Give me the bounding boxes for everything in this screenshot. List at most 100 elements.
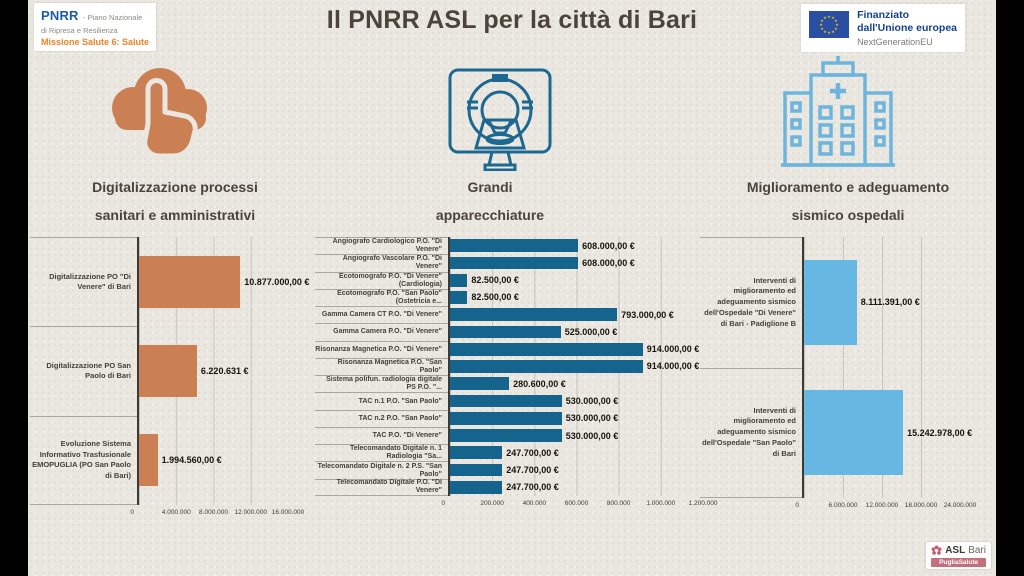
asl-logo-line: ASL Bari: [931, 545, 986, 556]
axis-tick: 600.000: [564, 500, 589, 507]
plot-area: 793.000,00 €: [448, 306, 703, 324]
chart-row: TAC P.O. "Di Venere" 530.000,00 €: [315, 426, 703, 445]
axis-tick: 12.000.000: [234, 509, 268, 516]
value-label: 525.000,00 €: [564, 326, 618, 337]
value-label: 82.500,00 €: [471, 275, 519, 286]
chart-row: Telecomandato Digitale P.O. "Di Venere" 2…: [315, 478, 703, 496]
axis-tick: 0: [441, 500, 445, 507]
pnrr-logo-subtitle2: di Ripresa e Resilienza: [41, 26, 118, 35]
axis-tick: 16.000.000: [271, 509, 305, 516]
chart-row: Gamma Camera CT P.O. "Di Venere" 793.000,…: [315, 306, 703, 324]
chart-row: Ecotomografo P.O. "Di Venere" (Cardiolog…: [315, 271, 703, 289]
chart-row: Interventi di miglioramento ed adeguamen…: [700, 237, 960, 368]
chart-adeguamento-sismico: Interventi di miglioramento ed adeguamen…: [700, 237, 976, 514]
caption-line: Digitalizzazione processi: [92, 179, 258, 195]
axis-tick: 1.200.000: [688, 500, 718, 507]
axis-tick: 0: [795, 502, 799, 509]
category-label: Digitalizzazione PO "Di Venere" di Bari: [30, 237, 137, 326]
value-label: 530.000,00 €: [565, 396, 619, 407]
value-label: 8.111.391,00 €: [860, 297, 920, 308]
value-label: 247.700,00 €: [506, 482, 559, 493]
axis-tick: 18.000.000: [904, 502, 938, 509]
bar: [450, 325, 561, 339]
chart-row: Interventi di miglioramento ed adeguamen…: [700, 367, 972, 498]
chart-row: Gamma Camera P.O. "Di Venere" 525.000,00 …: [315, 323, 703, 341]
axis-tick: 0: [130, 509, 134, 516]
svg-text:★: ★: [820, 18, 824, 23]
plot-area: 247.700,00 €: [448, 461, 703, 479]
category-label: Angiografo Vascolare P.O. "Di Venere": [315, 254, 448, 271]
category-label: Interventi di miglioramento ed adeguamen…: [700, 237, 802, 368]
category-label: Angiografo Cardiologico P.O. "Di Venere": [315, 237, 448, 254]
chart-row: Ecotomografo P.O. "San Paolo" (Ostetrici…: [315, 288, 703, 307]
category-label: Telecomandato Digitale n. 1 Radiologia "…: [315, 444, 448, 461]
eu-funding-line3: NextGenerationEU: [857, 37, 933, 48]
bar: [139, 434, 158, 487]
page-title: Il PNRR ASL per la città di Bari: [326, 6, 698, 34]
svg-text:★: ★: [834, 26, 838, 31]
pnrr-mission-label: Missione Salute 6: Salute: [41, 37, 150, 47]
eu-funding-line1: Finanziato: [857, 9, 909, 21]
value-label: 530.000,00 €: [565, 430, 619, 441]
eu-funding-text: Finanziato dall'Unione europea NextGener…: [857, 9, 957, 47]
category-label: Risonanza Magnetica P.O. "San Paolo": [315, 357, 448, 375]
axis-tick: 12.000.000: [865, 502, 899, 509]
value-label: 608.000,00 €: [582, 240, 635, 251]
plot-area: 8.111.391,00 €: [802, 237, 960, 368]
axis-tick: 200.000: [480, 500, 504, 507]
value-label: 1.994.560,00 €: [161, 455, 222, 466]
axis-tick: 24.000.000: [943, 502, 977, 509]
value-label: 6.220.631 €: [200, 365, 249, 376]
category-label: Ecotomografo P.O. "San Paolo" (Ostetrici…: [315, 288, 448, 306]
bar: [450, 411, 562, 425]
plot-area: 530.000,00 €: [448, 409, 703, 427]
plot-area: 914.000,00 €: [448, 340, 703, 358]
chart-row: TAC n.2 P.O. "San Paolo" 530.000,00 €: [315, 409, 703, 427]
chart-row: Angiografo Vascolare P.O. "Di Venere" 608…: [315, 254, 703, 272]
chart-digitalizzazione: Digitalizzazione PO "Di Venere" di Bari 1…: [30, 237, 309, 521]
value-label: 793.000,00 €: [621, 309, 674, 320]
caption-line: sanitari e amministrativi: [94, 207, 256, 223]
chart-axis: 0 6.000.000 12.000.000 18.000.000 24.000.000: [700, 498, 976, 514]
chart-row: Telecomandato Digitale n. 2 P.S. "San Pa…: [315, 461, 703, 479]
eu-funding-box: ★ ★ ★ ★ ★ ★ ★ ★ ★ ★ ★ ★ Finanziato dall'Unione e…: [801, 4, 965, 53]
value-label: 914.000,00 €: [646, 344, 700, 355]
axis-tick: 400.000: [522, 500, 547, 507]
category-label: Risonanza Magnetica P.O. "Di Venere": [315, 340, 448, 358]
bar: [450, 446, 503, 460]
plot-area: 15.242.978,00 €: [802, 367, 972, 498]
svg-text:★: ★: [834, 18, 838, 23]
caption-line: sismico ospedali: [791, 207, 905, 223]
category-label: Ecotomografo P.O. "Di Venere" (Cardiolog…: [315, 271, 448, 289]
value-label: 15.242.978,00 €: [907, 427, 973, 438]
bar: [804, 390, 904, 476]
chart-row: Risonanza Magnetica P.O. "Di Venere" 914.…: [315, 340, 703, 358]
eu-funding-line2: dall'Unione europea: [857, 22, 957, 35]
plot-area: 530.000,00 €: [448, 426, 703, 445]
chart-grandi-apparecchiature: Angiografo Cardiologico P.O. "Di Venere"…: [315, 237, 717, 512]
asl-logo-name: ASL: [945, 545, 966, 556]
value-label: 530.000,00 €: [565, 413, 619, 424]
svg-text:★: ★: [819, 22, 823, 27]
chart-row: TAC n.1 P.O. "San Paolo" 530.000,00 €: [315, 392, 703, 410]
asl-bari-logo: ASL Bari PugliaSalute: [926, 542, 991, 569]
bar: [450, 342, 643, 356]
category-label: Telecomandato Digitale P.O. "Di Venere": [315, 478, 448, 496]
asl-logo-city: Bari: [968, 545, 986, 556]
value-label: 914.000,00 €: [646, 361, 700, 372]
bar: [450, 377, 510, 391]
value-label: 82.500,00 €: [471, 292, 519, 303]
plot-area: 1.994.560,00 €: [137, 415, 288, 505]
caption-line: Miglioramento e adeguamento: [746, 179, 950, 195]
svg-text:★: ★: [831, 15, 835, 20]
chart-rows: Interventi di miglioramento ed adeguamen…: [700, 237, 972, 498]
section-caption-digitalizzazione: Digitalizzazione processi sanitari e amm…: [60, 173, 290, 229]
chart-rows: Angiografo Cardiologico P.O. "Di Venere"…: [315, 237, 703, 496]
chart-row: Digitalizzazione PO San Paolo di Bari 6.2…: [30, 326, 288, 416]
bar: [450, 291, 468, 304]
plot-area: 10.877.000,00 €: [137, 237, 309, 327]
svg-text:★: ★: [827, 30, 831, 35]
value-label: 280.600,00 €: [513, 378, 566, 389]
axis-tick: 6.000.000: [828, 502, 858, 509]
plot-area: 82.500,00 €: [448, 271, 703, 289]
